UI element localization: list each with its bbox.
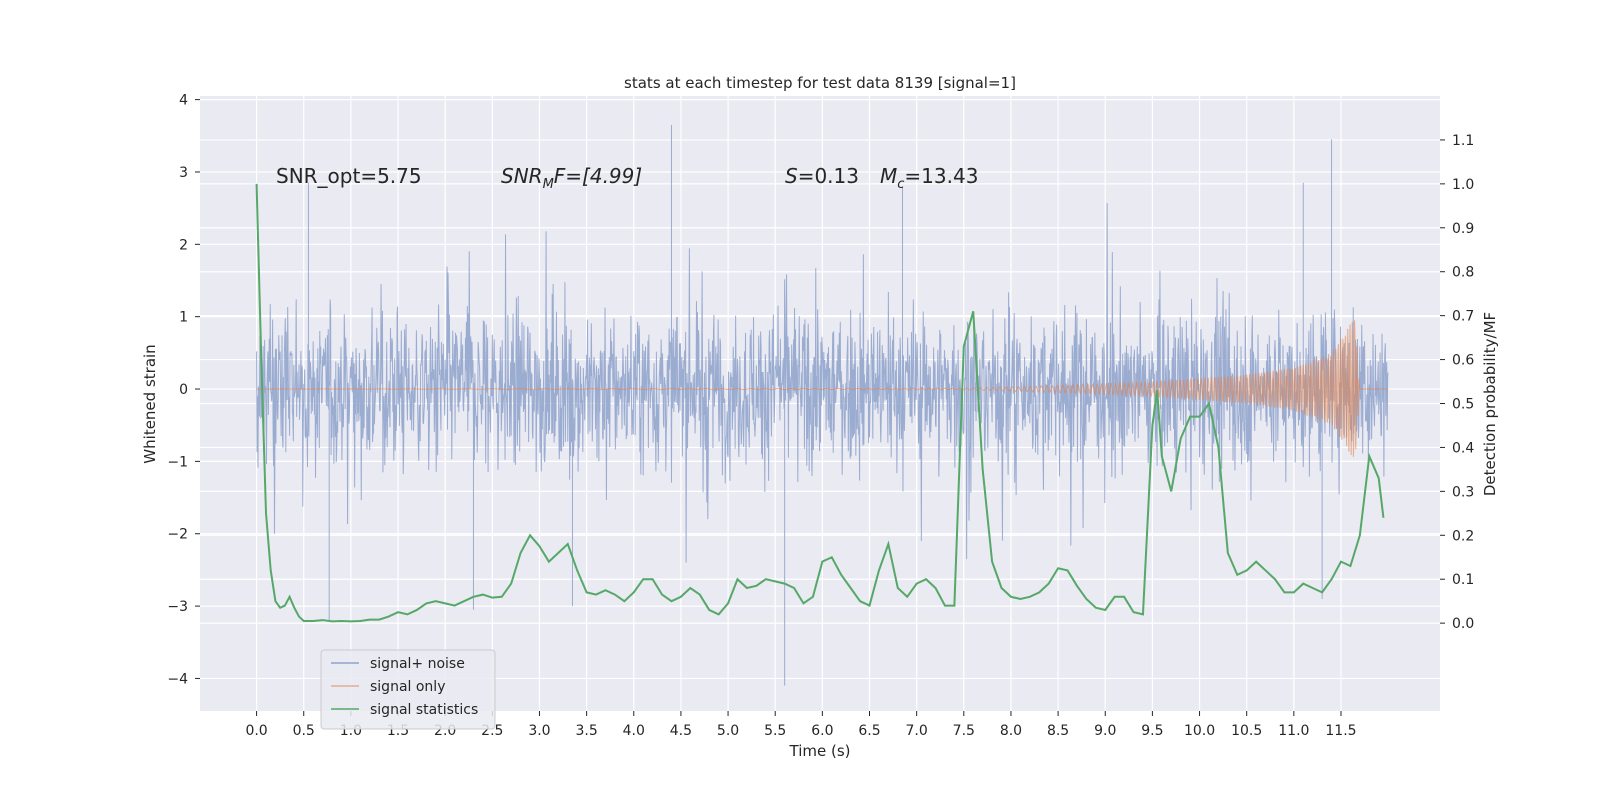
y-right-tick-label: 0.8 [1452,265,1474,281]
y-tick-label: 4 [179,93,188,109]
annotation-s-symbol: S [785,164,798,188]
x-tick-label: 11.5 [1325,723,1356,739]
series-signal-statistics [255,183,1385,623]
y-tick-label: −4 [167,671,188,687]
y-tick-label: 1 [179,310,188,326]
annotation-snr-mf-symbol: SNR [501,164,543,188]
x-tick-label: 7.5 [953,723,975,739]
x-tick-label: 3.0 [528,723,550,739]
y-tick-label: −3 [167,599,188,615]
x-axis-title: Time (s) [789,742,851,760]
y-right-tick-label: 0.2 [1452,528,1474,544]
x-tick-label: 5.0 [717,723,739,739]
x-tick-label: 10.5 [1231,723,1262,739]
y-tick-label: −1 [167,454,188,470]
y-tick-labels: 4 3 2 1 0 −1 −2 −3 −4 [167,93,200,687]
y-right-tick-label: 0.4 [1452,440,1474,456]
legend: signal+ noise signal only signal statist… [320,649,496,730]
annotation-snr-mf: SNRMF=[4.99] [501,164,642,192]
annotation-mc: Mc=13.43 [880,164,978,192]
y-right-tick-label: 0.1 [1452,572,1474,588]
annotation-mc-value: =13.43 [904,164,978,188]
annotation-snr-opt: SNR_opt=5.75 [276,164,422,188]
x-tick-label: 3.5 [575,723,597,739]
x-tick-label: 10.0 [1184,723,1215,739]
x-tick-label: 0.0 [245,723,267,739]
x-tick-label: 6.5 [858,723,880,739]
legend-label-stats: signal statistics [370,702,478,718]
annotation-s: S=0.13 [785,164,859,188]
y-axis-title: Whitened strain [141,344,159,463]
annotation-mc-symbol: M [880,164,897,188]
x-tick-label: 9.5 [1141,723,1163,739]
x-tick-label: 0.5 [293,723,315,739]
series-signal-only [256,320,1389,457]
chart-title: stats at each timestep for test data 813… [624,74,1016,92]
x-tick-label: 5.5 [764,723,786,739]
legend-label-noise: signal+ noise [370,656,465,672]
y-right-tick-label: 0.6 [1452,353,1474,369]
series-signal-plus-noise [256,124,1389,686]
y-right-tick-label: 0.9 [1452,221,1474,237]
y-right-tick-label: 0.3 [1452,484,1474,500]
y-tick-label: 0 [179,382,188,398]
y-right-tick-label: 0.0 [1452,616,1474,632]
annotation-snr-mf-subscript: M [543,177,554,192]
y-tick-label: 2 [179,237,188,253]
y-tick-label: 3 [179,165,188,181]
annotation-s-value: =0.13 [798,164,859,188]
y-tick-label: −2 [167,527,188,543]
x-tick-label: 4.5 [670,723,692,739]
x-tick-label: 11.0 [1278,723,1309,739]
x-tick-label: 8.0 [1000,723,1022,739]
x-tick-label: 7.0 [906,723,928,739]
x-tick-label: 6.0 [811,723,833,739]
y-right-tick-label: 0.5 [1452,397,1474,413]
annotation-snr-mf-value: F=[4.99] [554,164,642,188]
annotation-mc-subscript: c [897,177,904,192]
y-right-tick-label: 1.0 [1452,177,1474,193]
signal-line [256,320,1389,457]
y-right-axis-title: Detection probability/MF [1481,312,1499,496]
stats-line [255,183,1385,623]
y-right-tick-labels: 1.1 1.0 0.9 0.8 0.7 0.6 0.5 0.4 0.3 0.2 0.1 0.0 [1440,133,1474,632]
grid [200,96,1440,711]
x-tick-label: 4.0 [623,723,645,739]
y-right-tick-label: 0.7 [1452,309,1474,325]
legend-label-signal: signal only [370,679,445,695]
noise-line [256,124,1389,686]
x-tick-label: 9.0 [1094,723,1116,739]
y-right-tick-label: 1.1 [1452,133,1474,149]
x-tick-label: 8.5 [1047,723,1069,739]
